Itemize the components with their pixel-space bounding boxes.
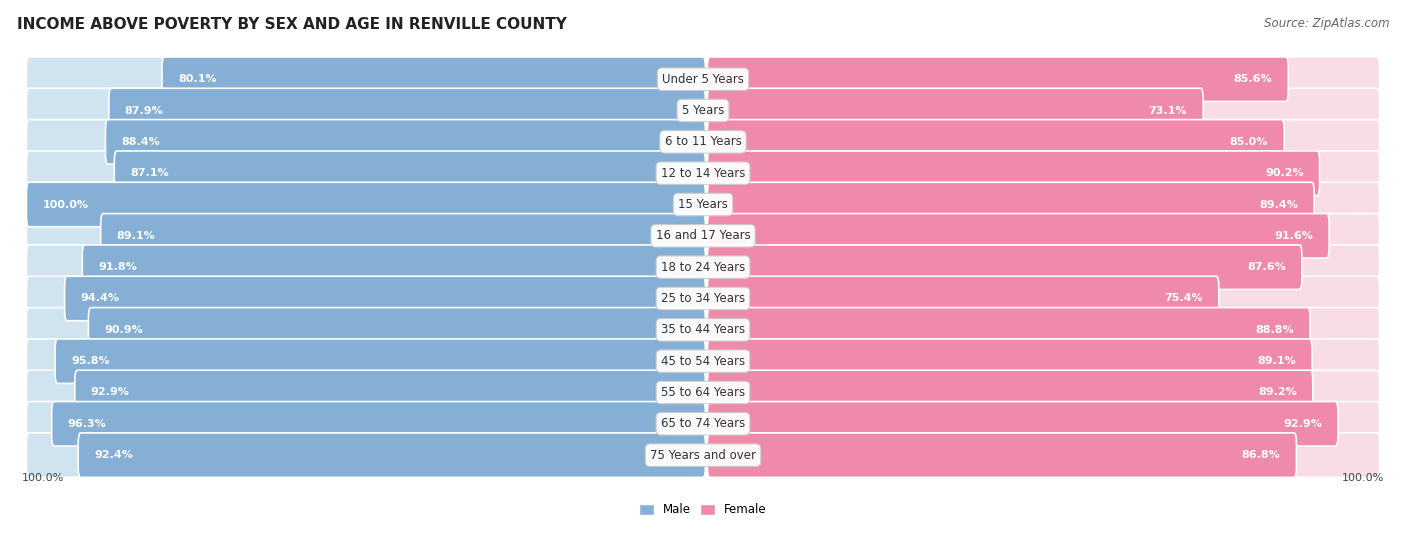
FancyBboxPatch shape — [55, 339, 706, 383]
Text: 6 to 11 Years: 6 to 11 Years — [665, 135, 741, 148]
FancyBboxPatch shape — [707, 120, 1379, 164]
Text: 75 Years and over: 75 Years and over — [650, 449, 756, 462]
Text: 80.1%: 80.1% — [179, 74, 217, 84]
FancyBboxPatch shape — [101, 214, 706, 258]
FancyBboxPatch shape — [707, 307, 1310, 352]
FancyBboxPatch shape — [707, 57, 1288, 101]
FancyBboxPatch shape — [27, 276, 699, 321]
Text: 25 to 34 Years: 25 to 34 Years — [661, 292, 745, 305]
Text: 88.4%: 88.4% — [121, 137, 160, 147]
FancyBboxPatch shape — [707, 88, 1204, 133]
FancyBboxPatch shape — [707, 307, 1379, 352]
Text: 87.1%: 87.1% — [131, 168, 169, 178]
FancyBboxPatch shape — [27, 401, 699, 446]
FancyBboxPatch shape — [707, 151, 1320, 196]
FancyBboxPatch shape — [707, 151, 1379, 196]
FancyBboxPatch shape — [707, 214, 1329, 258]
FancyBboxPatch shape — [707, 276, 1379, 321]
Text: 100.0%: 100.0% — [42, 200, 89, 210]
Text: 91.6%: 91.6% — [1274, 231, 1313, 241]
FancyBboxPatch shape — [707, 245, 1379, 290]
Text: 12 to 14 Years: 12 to 14 Years — [661, 167, 745, 179]
FancyBboxPatch shape — [83, 245, 706, 290]
FancyBboxPatch shape — [707, 370, 1313, 415]
FancyBboxPatch shape — [707, 182, 1315, 227]
Text: 87.9%: 87.9% — [125, 106, 163, 116]
Text: 73.1%: 73.1% — [1149, 106, 1187, 116]
FancyBboxPatch shape — [707, 245, 1302, 290]
FancyBboxPatch shape — [707, 401, 1339, 446]
FancyBboxPatch shape — [707, 401, 1379, 446]
FancyBboxPatch shape — [108, 88, 706, 133]
FancyBboxPatch shape — [27, 120, 699, 164]
FancyBboxPatch shape — [707, 433, 1379, 477]
Text: 92.9%: 92.9% — [91, 387, 129, 397]
FancyBboxPatch shape — [707, 433, 1296, 477]
Text: 89.4%: 89.4% — [1260, 200, 1298, 210]
Text: 94.4%: 94.4% — [80, 293, 120, 304]
Text: 5 Years: 5 Years — [682, 104, 724, 117]
Text: 100.0%: 100.0% — [22, 473, 65, 482]
FancyBboxPatch shape — [162, 57, 706, 101]
Text: 91.8%: 91.8% — [98, 262, 136, 272]
FancyBboxPatch shape — [27, 433, 699, 477]
FancyBboxPatch shape — [707, 182, 1379, 227]
Text: 89.2%: 89.2% — [1258, 387, 1296, 397]
Text: 16 and 17 Years: 16 and 17 Years — [655, 229, 751, 243]
Text: 45 to 54 Years: 45 to 54 Years — [661, 354, 745, 368]
Text: 92.4%: 92.4% — [94, 450, 134, 460]
FancyBboxPatch shape — [27, 245, 699, 290]
FancyBboxPatch shape — [114, 151, 706, 196]
FancyBboxPatch shape — [27, 370, 699, 415]
FancyBboxPatch shape — [707, 214, 1379, 258]
Text: 15 Years: 15 Years — [678, 198, 728, 211]
Text: 85.0%: 85.0% — [1230, 137, 1268, 147]
FancyBboxPatch shape — [52, 401, 706, 446]
Text: 18 to 24 Years: 18 to 24 Years — [661, 260, 745, 274]
FancyBboxPatch shape — [27, 88, 699, 133]
FancyBboxPatch shape — [707, 120, 1284, 164]
Legend: Male, Female: Male, Female — [634, 499, 772, 521]
Text: 86.8%: 86.8% — [1241, 450, 1281, 460]
FancyBboxPatch shape — [79, 433, 706, 477]
FancyBboxPatch shape — [89, 307, 706, 352]
Text: 88.8%: 88.8% — [1256, 325, 1294, 335]
Text: 89.1%: 89.1% — [1257, 356, 1296, 366]
Text: 95.8%: 95.8% — [72, 356, 110, 366]
Text: 90.9%: 90.9% — [104, 325, 143, 335]
Text: 75.4%: 75.4% — [1164, 293, 1202, 304]
FancyBboxPatch shape — [105, 120, 706, 164]
FancyBboxPatch shape — [27, 214, 699, 258]
FancyBboxPatch shape — [75, 370, 706, 415]
FancyBboxPatch shape — [707, 339, 1312, 383]
Text: Source: ZipAtlas.com: Source: ZipAtlas.com — [1264, 17, 1389, 30]
FancyBboxPatch shape — [27, 182, 699, 227]
Text: 55 to 64 Years: 55 to 64 Years — [661, 386, 745, 399]
FancyBboxPatch shape — [27, 182, 706, 227]
Text: Under 5 Years: Under 5 Years — [662, 73, 744, 86]
Text: 85.6%: 85.6% — [1233, 74, 1272, 84]
FancyBboxPatch shape — [27, 339, 699, 383]
Text: 35 to 44 Years: 35 to 44 Years — [661, 323, 745, 337]
Text: 87.6%: 87.6% — [1247, 262, 1286, 272]
FancyBboxPatch shape — [27, 307, 699, 352]
Text: 100.0%: 100.0% — [1341, 473, 1384, 482]
FancyBboxPatch shape — [707, 88, 1379, 133]
FancyBboxPatch shape — [707, 57, 1379, 101]
Text: 65 to 74 Years: 65 to 74 Years — [661, 418, 745, 430]
FancyBboxPatch shape — [707, 276, 1219, 321]
FancyBboxPatch shape — [707, 370, 1379, 415]
Text: 96.3%: 96.3% — [67, 419, 107, 429]
FancyBboxPatch shape — [707, 339, 1379, 383]
FancyBboxPatch shape — [27, 57, 699, 101]
Text: 89.1%: 89.1% — [117, 231, 156, 241]
Text: INCOME ABOVE POVERTY BY SEX AND AGE IN RENVILLE COUNTY: INCOME ABOVE POVERTY BY SEX AND AGE IN R… — [17, 17, 567, 32]
FancyBboxPatch shape — [65, 276, 706, 321]
Text: 92.9%: 92.9% — [1284, 419, 1322, 429]
FancyBboxPatch shape — [27, 151, 699, 196]
Text: 90.2%: 90.2% — [1265, 168, 1303, 178]
